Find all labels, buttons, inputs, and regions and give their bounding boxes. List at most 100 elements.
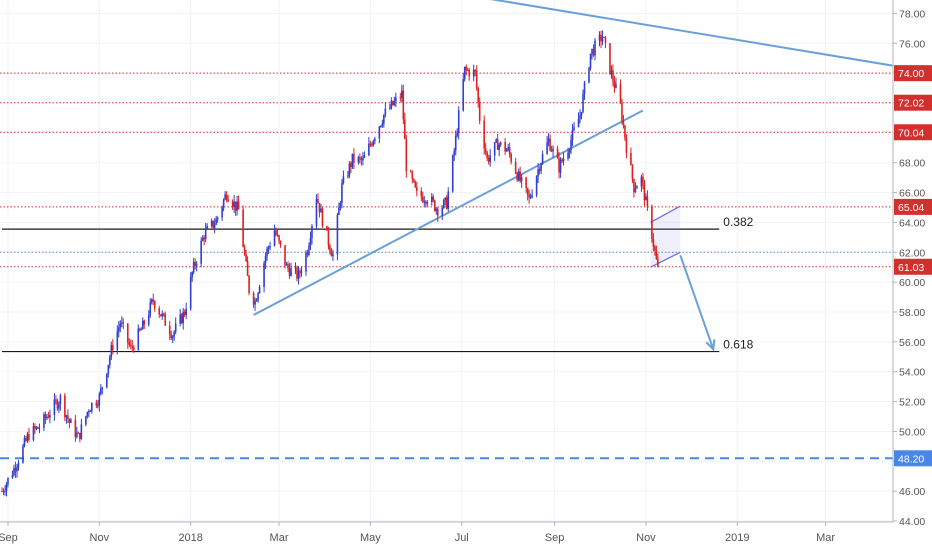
candle-up: [257, 293, 259, 301]
candle-down: [14, 467, 17, 472]
candle-up: [442, 199, 445, 208]
candle-down: [203, 237, 205, 240]
candle-up: [357, 157, 360, 163]
candle-up: [213, 224, 216, 228]
candle-up: [263, 263, 265, 287]
candle-down: [329, 245, 331, 252]
candle-down: [225, 194, 228, 200]
candle-up: [583, 82, 586, 94]
candle-down: [646, 196, 649, 206]
candle-down: [424, 201, 427, 204]
candle-up: [451, 155, 454, 192]
candle-up: [101, 387, 104, 389]
candle-up: [363, 155, 366, 158]
candle-up: [149, 302, 152, 316]
candle-down: [28, 434, 30, 441]
candle-down: [600, 34, 602, 42]
candle-down: [34, 426, 36, 429]
candle-up: [269, 245, 271, 248]
candle-up: [297, 270, 300, 279]
candle-up: [577, 118, 580, 128]
candle-up: [204, 229, 207, 240]
candle-down: [631, 165, 634, 180]
price-label-text: 65.04: [898, 202, 924, 214]
candle-down: [405, 139, 408, 172]
candle-down: [516, 173, 518, 181]
x-tick-label: Mar: [270, 532, 289, 544]
candle-down: [556, 148, 559, 159]
candle-down: [68, 419, 71, 423]
candle-up: [5, 483, 8, 492]
candle-down: [655, 250, 658, 260]
candle-up: [351, 153, 354, 167]
candle-up: [221, 207, 223, 218]
candle-up: [339, 203, 342, 208]
candle-up: [341, 183, 343, 204]
candle-up: [493, 142, 496, 156]
candle-down: [436, 208, 439, 216]
candle-down: [474, 69, 477, 71]
candle-up: [457, 110, 460, 134]
candle-down: [519, 171, 521, 182]
candle-down: [604, 37, 607, 44]
price-label-box: [894, 94, 932, 111]
candle-up: [189, 277, 192, 309]
candle-down: [288, 268, 291, 276]
candle-up: [107, 364, 110, 374]
candle-up: [273, 230, 276, 246]
candle-up: [137, 328, 140, 350]
candle-down: [350, 163, 352, 167]
candle-up: [348, 163, 351, 176]
candle-up: [520, 177, 523, 182]
candle-up: [308, 245, 310, 255]
candle-up: [507, 147, 509, 150]
candle-down: [227, 199, 229, 202]
candle-up: [216, 217, 219, 220]
candle-up: [65, 415, 68, 418]
candle-down: [402, 90, 405, 120]
candle-up: [640, 176, 643, 187]
trendline: [253, 109, 644, 316]
x-tick-label: Nov: [636, 532, 656, 544]
drawings[interactable]: [253, 0, 894, 352]
trendline: [490, 0, 894, 67]
candle-up: [76, 432, 78, 438]
candle-up: [336, 214, 339, 255]
candle-up: [53, 399, 56, 415]
candle-down: [168, 325, 171, 335]
candle-down: [504, 142, 506, 152]
candle-down: [558, 158, 560, 173]
candle-up: [11, 475, 14, 478]
candle-down: [122, 322, 125, 324]
projection-arrow: [679, 254, 715, 350]
x-tick-label: Jul: [455, 532, 469, 544]
candle-down: [654, 246, 656, 251]
candle-down: [276, 234, 279, 236]
candle-up: [58, 404, 60, 409]
candle-up: [444, 197, 447, 200]
candle-up: [499, 142, 502, 145]
candle-up: [43, 414, 45, 429]
candle-down: [609, 43, 611, 74]
candle-up: [570, 139, 572, 151]
candle-down: [252, 293, 255, 305]
candle-up: [535, 176, 538, 196]
candle-up: [347, 175, 349, 177]
candle-up: [540, 163, 542, 171]
candle-up: [195, 263, 198, 266]
candle-down: [231, 201, 234, 208]
candle-down: [47, 416, 50, 418]
candle-down: [561, 159, 563, 162]
projection-arrow-head: [705, 339, 716, 352]
candle-up: [598, 34, 601, 41]
candle-up: [236, 201, 238, 211]
candle-down: [416, 187, 418, 191]
grid: [0, 0, 893, 522]
candle-down: [538, 169, 541, 171]
candle-down: [326, 225, 328, 231]
candle-down: [153, 301, 156, 309]
candle-down: [112, 345, 114, 350]
candle-down: [619, 84, 622, 103]
